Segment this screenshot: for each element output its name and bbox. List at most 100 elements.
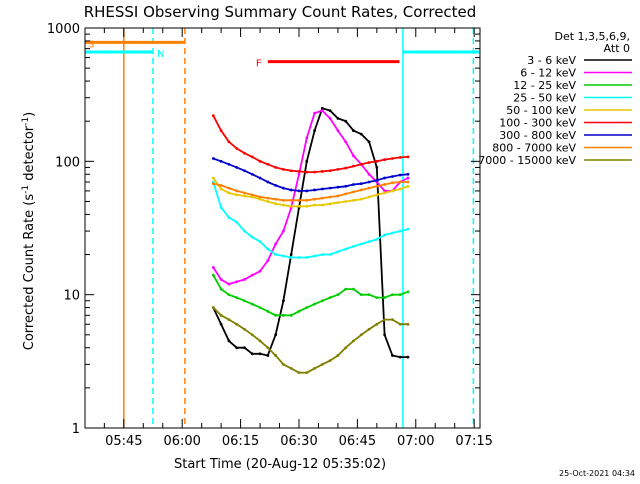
series-2-point-9 <box>282 229 285 233</box>
series-5-point-24 <box>398 187 402 191</box>
series-1-point-9 <box>282 299 285 303</box>
series-2-point-6 <box>258 269 262 273</box>
series-6-point-4 <box>243 151 246 155</box>
series-8-point-16 <box>336 194 340 198</box>
series-3-point-9 <box>282 313 285 317</box>
series-8-point-8 <box>274 197 278 201</box>
marker-label-s: S <box>88 39 94 50</box>
series-3-point-0 <box>211 273 215 277</box>
series-8-point-2 <box>227 186 231 190</box>
series-4-point-11 <box>297 256 301 259</box>
series-1-point-7 <box>266 354 270 357</box>
series-2-point-22 <box>383 189 387 193</box>
legend-entry-label: 6 - 12 keV <box>520 67 576 80</box>
series-line-9 <box>212 306 408 374</box>
series-5-point-18 <box>352 198 355 202</box>
series-6-point-2 <box>227 140 231 144</box>
series-9-point-25 <box>406 322 410 326</box>
series-5-point-21 <box>375 193 379 197</box>
series-5-point-3 <box>235 193 239 197</box>
series-7-point-1 <box>219 159 223 163</box>
series-5-point-20 <box>367 195 371 199</box>
series-1-point-19 <box>359 132 363 136</box>
series-1-point-6 <box>258 352 262 356</box>
series-1-point-16 <box>336 116 340 120</box>
x-tick-label: 06:45 <box>339 434 376 449</box>
y-axis-label-end: ) <box>22 112 37 117</box>
series-6-point-10 <box>289 169 293 173</box>
series-3-point-1 <box>219 287 223 291</box>
y-tick-label: 10 <box>63 289 80 304</box>
series-9-point-20 <box>367 327 371 331</box>
y-tick-label: 1000 <box>47 22 80 37</box>
series-7-point-13 <box>313 188 316 192</box>
series-5-point-23 <box>391 189 394 193</box>
series-6-point-7 <box>266 162 270 166</box>
series-3-point-21 <box>375 296 379 300</box>
series-8-point-25 <box>406 180 410 184</box>
y-tick-label: 100 <box>55 155 80 170</box>
series-6-point-21 <box>375 159 379 163</box>
series-4-point-15 <box>328 253 332 256</box>
marker-label-n: N <box>157 49 164 60</box>
series-1-point-17 <box>344 119 348 123</box>
series-6-point-9 <box>282 167 285 171</box>
series-8-point-14 <box>320 196 324 200</box>
series-3-point-14 <box>320 299 324 303</box>
series-4-point-8 <box>274 253 278 256</box>
series-2-point-15 <box>328 116 332 120</box>
series-8-point-18 <box>352 190 355 194</box>
series-7-point-8 <box>274 183 278 187</box>
series-1-point-18 <box>352 129 355 133</box>
x-tick-label: 07:15 <box>455 434 492 449</box>
series-1-point-2 <box>227 339 231 343</box>
series-4-point-23 <box>391 231 394 235</box>
series-8-point-20 <box>367 186 371 190</box>
series-8-point-11 <box>297 198 301 202</box>
series-3-point-16 <box>336 293 340 297</box>
series-3-point-12 <box>305 306 309 309</box>
series-5-point-25 <box>406 184 410 188</box>
series-1-point-12 <box>305 159 309 163</box>
series-8-point-10 <box>289 198 293 202</box>
series-4-point-3 <box>235 220 239 224</box>
series-7-point-16 <box>336 185 340 189</box>
series-1-point-14 <box>320 106 324 110</box>
plot-frame <box>84 27 481 429</box>
series-1-point-25 <box>406 355 410 359</box>
series-2-point-18 <box>352 154 355 158</box>
series-1-point-10 <box>289 253 293 256</box>
series-7-point-10 <box>289 188 293 192</box>
series-4-point-14 <box>320 253 324 256</box>
series-1-point-3 <box>235 346 239 350</box>
series-6-point-14 <box>320 170 324 173</box>
series-5-point-0 <box>211 176 215 180</box>
series-8-point-24 <box>398 180 402 184</box>
series-7-point-20 <box>367 180 371 184</box>
series-7-point-21 <box>375 178 379 182</box>
series-4-point-10 <box>289 256 293 259</box>
x-tick-label: 06:00 <box>163 434 200 449</box>
series-5-point-17 <box>344 200 348 203</box>
series-7-point-7 <box>266 180 270 184</box>
series-7-point-4 <box>243 169 246 173</box>
series-5-point-1 <box>219 187 223 191</box>
legend-entry-label: 3 - 6 keV <box>527 54 576 67</box>
legend-entry-label: 50 - 100 keV <box>506 104 576 117</box>
series-8-point-9 <box>282 198 285 202</box>
series-6-point-11 <box>297 170 301 173</box>
series-3-point-10 <box>289 313 293 317</box>
series-2-point-12 <box>305 136 309 140</box>
series-2-point-8 <box>274 242 278 246</box>
series-3-point-3 <box>235 296 239 300</box>
series-4-point-25 <box>406 227 410 231</box>
series-9-point-21 <box>375 322 379 326</box>
series-1-point-1 <box>219 322 223 326</box>
series-9-point-7 <box>266 346 270 350</box>
y-tick-label: 1 <box>72 422 80 437</box>
series-9-point-22 <box>383 318 387 322</box>
x-tick-label: 05:45 <box>105 434 142 449</box>
series-3-point-13 <box>313 302 316 306</box>
series-2-point-14 <box>320 109 324 113</box>
